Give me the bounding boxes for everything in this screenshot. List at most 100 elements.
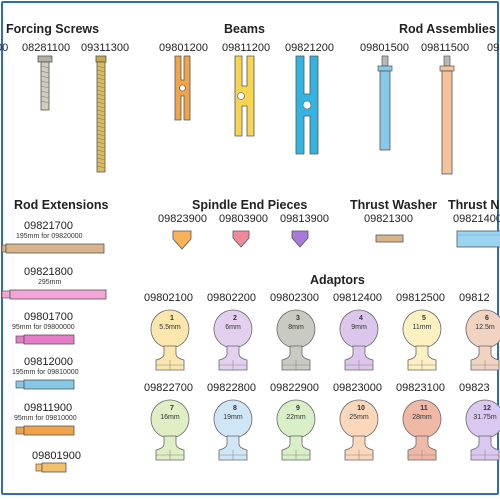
adaptor-number: 8	[233, 405, 237, 412]
adaptor-code: 09812	[459, 292, 490, 304]
adaptor-icon	[150, 399, 190, 461]
beam-yellow	[234, 55, 255, 137]
thrust-washer-shape	[375, 234, 404, 243]
rod-ext-bar-5	[35, 462, 67, 473]
adaptor-number: 12	[483, 405, 491, 412]
adaptor-code: 09823	[459, 382, 490, 394]
beam-code-2: 09821200	[285, 42, 334, 54]
rod-assembly-code-2: 09	[487, 42, 500, 54]
rod-ext-note-4: 95mm for 09810000	[14, 415, 77, 422]
thrust-nut-title: Thrust Nu	[448, 198, 500, 212]
adaptor-icon	[213, 309, 253, 371]
spindle-piece-pink	[232, 230, 250, 248]
adaptor-code: 09802100	[144, 292, 193, 304]
forcing-screw-short	[37, 55, 53, 111]
adaptor-code: 09822900	[270, 382, 319, 394]
adaptor-number: 6	[485, 315, 489, 322]
forcing-screw-code-0: 00	[0, 42, 9, 54]
adaptor-code: 09823000	[333, 382, 382, 394]
adaptor-number: 7	[170, 405, 174, 412]
rod-ext-code-3: 09812000	[24, 356, 73, 368]
adaptor-code: 09802200	[207, 292, 256, 304]
beams-title: Beams	[224, 22, 265, 36]
adaptor-number: 2	[233, 315, 237, 322]
adaptor-code: 09812500	[396, 292, 445, 304]
rod-ext-bar-1	[1, 289, 107, 300]
thrust-nut-code: 09821400	[453, 213, 500, 225]
rod-assembly-peach	[439, 55, 455, 175]
adaptor-number: 11	[420, 405, 428, 412]
adaptor-number: 10	[357, 405, 365, 412]
spindle-piece-purple	[291, 230, 309, 248]
forcing-screws-title: Forcing Screws	[6, 22, 100, 36]
adaptor-code: 09822700	[144, 382, 193, 394]
rod-ext-code-2: 09801700	[24, 311, 73, 323]
rod-ext-note-0: 195mm for 09820000	[16, 233, 83, 240]
adaptor-size: 19mm	[223, 414, 243, 421]
adaptor-number: 4	[359, 315, 363, 322]
rod-ext-code-1: 09821800	[24, 266, 73, 278]
adaptor-code: 09823100	[396, 382, 445, 394]
rod-ext-code-4: 09811900	[24, 402, 73, 414]
adaptor-icon	[402, 309, 442, 371]
adaptor-icon	[465, 309, 500, 371]
adaptor-size: 25mm	[349, 414, 369, 421]
adaptor-number: 1	[170, 315, 174, 322]
forcing-screw-code-1: 08281100	[22, 42, 71, 54]
adaptor-size: 31.75m	[473, 414, 497, 421]
rod-assembly-code-0: 09801500	[360, 42, 409, 54]
spindle-end-pieces-title: Spindle End Pieces	[192, 198, 308, 212]
adaptor-number: 3	[296, 315, 300, 322]
spindle-piece-orange	[172, 230, 192, 250]
rod-ext-note-3: 195mm for 09810000	[12, 369, 79, 376]
adaptor-size: 28mm	[412, 414, 432, 421]
rod-assembly-code-1: 09811500	[421, 42, 470, 54]
spindle-code-0: 09823900	[158, 213, 207, 225]
rod-ext-note-1: 295mm	[38, 279, 62, 286]
adaptor-code: 09822800	[207, 382, 256, 394]
adaptor-size: 8mm	[288, 324, 304, 331]
rod-ext-code-5: 09801900	[32, 450, 81, 462]
forcing-screw-code-2: 09311300	[81, 42, 130, 54]
adaptor-code: 09802300	[270, 292, 319, 304]
adaptor-size: 12.5m	[475, 324, 495, 331]
beam-orange	[174, 55, 191, 121]
beam-code-0: 09801200	[159, 42, 208, 54]
adaptor-number: 5	[422, 315, 426, 322]
adaptor-size: 6mm	[225, 324, 241, 331]
beam-blue	[295, 55, 319, 155]
rod-ext-note-2: 95mm for 09800000	[12, 324, 75, 331]
rod-assemblies-title: Rod Assemblies	[399, 22, 496, 36]
adaptor-number: 9	[296, 405, 300, 412]
thrust-washer-title: Thrust Washer	[350, 198, 438, 212]
adaptor-size: 22mm	[286, 414, 306, 421]
adaptor-icon	[339, 309, 379, 371]
spindle-code-1: 09803900	[219, 213, 268, 225]
adaptor-icon	[150, 309, 190, 371]
adaptor-icon	[339, 399, 379, 461]
rod-ext-bar-4	[15, 425, 75, 436]
adaptor-icon	[276, 399, 316, 461]
rod-ext-bar-0	[1, 243, 105, 254]
beam-code-1: 09811200	[222, 42, 271, 54]
adaptor-size: 9mm	[351, 324, 367, 331]
adaptor-code: 09812400	[333, 292, 382, 304]
adaptor-icon	[276, 309, 316, 371]
rod-assembly-blue	[377, 55, 393, 151]
adaptor-icon	[465, 399, 500, 461]
adaptor-icon	[213, 399, 253, 461]
adaptors-title: Adaptors	[310, 273, 365, 287]
thrust-nut-shape	[456, 230, 500, 248]
rod-ext-bar-3	[15, 379, 75, 390]
forcing-screw-long	[95, 55, 107, 173]
adaptor-size: 5.5mm	[159, 324, 181, 331]
adaptor-size: 11mm	[412, 324, 432, 331]
spindle-code-2: 09813900	[280, 213, 329, 225]
rod-ext-code-0: 09821700	[24, 220, 73, 232]
thrust-washer-code: 09821300	[364, 213, 413, 225]
adaptor-icon	[402, 399, 442, 461]
rod-ext-bar-2	[15, 334, 75, 345]
rod-extensions-title: Rod Extensions	[14, 198, 109, 212]
adaptor-size: 16mm	[160, 414, 180, 421]
